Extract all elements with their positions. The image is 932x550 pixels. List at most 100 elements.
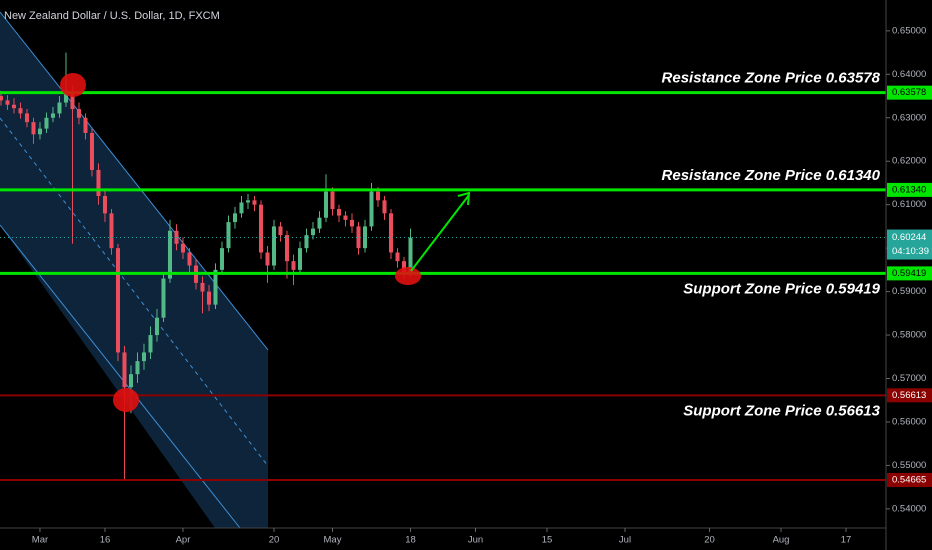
candle-body: [37, 128, 42, 135]
candle-body: [187, 252, 192, 266]
x-tick-label: 20: [704, 535, 715, 546]
overlay: 0.54000 0.55000 0.56000 0.57000 0.58000 0.590…: [32, 25, 932, 546]
candle-body: [375, 191, 381, 201]
candle-body: [213, 269, 218, 305]
plot: [0, 52, 886, 481]
candle-body: [128, 374, 133, 388]
y-tick-label: 0.58000: [892, 330, 926, 341]
candle-body: [83, 117, 88, 133]
candle-body: [297, 248, 303, 270]
candle-body: [395, 252, 400, 262]
candle-body: [141, 352, 146, 362]
candle-body: [200, 282, 205, 292]
candle-body: [271, 226, 277, 266]
candle-body: [50, 113, 55, 118]
candle-body: [115, 248, 120, 353]
candle-body: [70, 90, 75, 110]
level-label: 0.61340: [892, 184, 926, 195]
x-tick-label: 15: [542, 535, 553, 546]
y-tick-label: 0.56000: [892, 416, 926, 427]
x-tick-label: Apr: [176, 535, 191, 546]
highlight-circle: [395, 267, 421, 285]
candle-body: [265, 252, 270, 266]
candle-body: [102, 195, 107, 214]
candle-body: [122, 352, 127, 388]
candle-body: [382, 200, 387, 214]
highlight-circle: [113, 388, 139, 412]
channel-mid: [0, 117, 269, 467]
candle-body: [252, 200, 257, 205]
candle-body: [76, 109, 81, 118]
arrow-head: [457, 191, 471, 206]
candle-body: [291, 261, 296, 270]
candle-body: [336, 209, 342, 216]
candle-body: [349, 219, 355, 227]
y-tick-label: 0.54000: [892, 503, 926, 514]
candle-body: [11, 104, 16, 109]
candle-body: [135, 361, 140, 375]
highlight-circle: [60, 73, 86, 97]
channel-upper: [0, 11, 269, 351]
candle-body: [284, 235, 290, 262]
level-annotation: Resistance Zone Price 0.61340: [662, 167, 881, 184]
candle-body: [63, 90, 68, 103]
candle-body: [258, 204, 264, 253]
level-badge: [887, 472, 932, 487]
candle-body: [219, 248, 225, 270]
x-tick-label: Aug: [773, 535, 790, 546]
candle-body: [31, 122, 36, 135]
candle-body: [18, 108, 23, 114]
level-annotation: Support Zone Price 0.59419: [683, 280, 880, 297]
x-tick-label: 16: [100, 535, 111, 546]
x-tick-label: 18: [405, 535, 416, 546]
y-tick-label: 0.57000: [892, 373, 926, 384]
arrow: [410, 194, 470, 272]
level-badge: [887, 266, 932, 281]
channel-lower: [0, 224, 241, 529]
level-label: 0.56613: [892, 390, 926, 401]
candle-body: [206, 291, 212, 305]
candle-body: [96, 169, 101, 196]
level-annotation: Support Zone Price 0.56613: [683, 402, 880, 419]
countdown-label: 04:10:39: [892, 246, 929, 257]
candle-body: [44, 117, 49, 129]
candle-body: [239, 202, 244, 214]
y-tick-label: 0.65000: [892, 25, 926, 36]
candle-body: [408, 237, 413, 273]
y-tick-label: 0.63000: [892, 112, 926, 123]
chart-title: New Zealand Dollar / U.S. Dollar, 1D, FX…: [4, 10, 220, 22]
current-price-label: 0.60244: [892, 232, 926, 243]
candle-body: [109, 213, 114, 249]
candle-body: [148, 335, 153, 353]
y-tick-label: 0.62000: [892, 156, 926, 167]
channel-fill: [0, 12, 268, 528]
level-label: 0.54665: [892, 474, 926, 485]
candle-body: [310, 228, 316, 236]
x-tick-label: Jun: [468, 535, 483, 546]
level-label: 0.59419: [892, 268, 926, 279]
candle-body: [330, 191, 335, 210]
current-price-badge: [887, 229, 932, 260]
y-tick-label: 0.59000: [892, 286, 926, 297]
candle-body: [5, 100, 10, 105]
candle-body: [167, 230, 172, 279]
y-tick-label: 0.64000: [892, 69, 926, 80]
candle-body: [343, 215, 348, 220]
x-tick-label: 20: [269, 535, 280, 546]
candle-body: [226, 222, 231, 249]
level-badge: [887, 388, 932, 403]
level-annotation: Resistance Zone Price 0.63578: [662, 70, 881, 87]
y-tick-label: 0.61000: [892, 199, 926, 210]
y-tick-label: 0.55000: [892, 460, 926, 471]
candle-body: [89, 132, 94, 170]
candle-body: [161, 278, 166, 318]
x-tick-label: 17: [841, 535, 852, 546]
candle-body: [180, 243, 186, 253]
candle-body: [388, 213, 394, 253]
candle-body: [24, 113, 29, 123]
level-badge: [887, 85, 932, 100]
candle-body: [232, 213, 238, 223]
candle-body: [401, 261, 407, 273]
